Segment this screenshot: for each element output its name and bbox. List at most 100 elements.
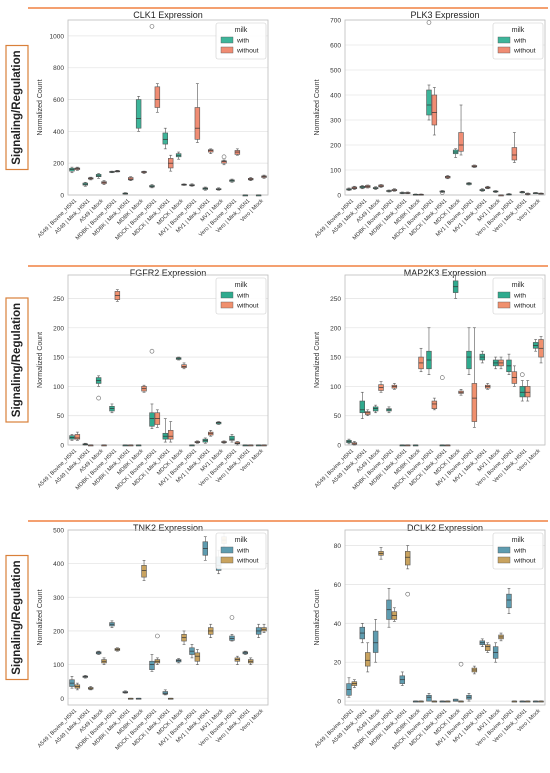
box-without-2 bbox=[88, 686, 94, 691]
box-without-11 bbox=[208, 430, 214, 437]
box-iqr bbox=[471, 383, 478, 422]
box-with-8 bbox=[162, 127, 168, 150]
box-without-10 bbox=[194, 83, 201, 143]
box-with-4 bbox=[109, 403, 115, 414]
box-without-8 bbox=[444, 444, 451, 447]
box-without-6 bbox=[141, 384, 147, 393]
legend-entry: without bbox=[236, 48, 259, 55]
outlier-point bbox=[149, 24, 155, 29]
box-without-14 bbox=[248, 444, 254, 447]
box-iqr bbox=[229, 435, 235, 441]
box-iqr bbox=[484, 644, 491, 651]
y-axis-label: Normalized Count bbox=[37, 332, 44, 388]
y-tick-label: 300 bbox=[330, 118, 341, 125]
box-with-11 bbox=[202, 536, 208, 561]
box-with-10 bbox=[189, 183, 195, 187]
box-iqr bbox=[194, 652, 201, 662]
box-with-1 bbox=[346, 438, 352, 445]
y-tick-label: 60 bbox=[334, 582, 342, 589]
box-without-3 bbox=[101, 444, 107, 447]
box-without-15 bbox=[538, 192, 544, 195]
box-without-11 bbox=[484, 383, 491, 390]
box-without-11 bbox=[208, 623, 214, 638]
section-row-2: Signaling/Regulation bbox=[5, 265, 548, 423]
box-without-8 bbox=[168, 421, 174, 443]
box-without-4 bbox=[391, 383, 398, 390]
box-with-7 bbox=[426, 327, 432, 375]
box-iqr bbox=[426, 694, 432, 702]
section-row-1: Signaling/Regulation bbox=[5, 7, 548, 171]
legend-entry: without bbox=[513, 303, 536, 310]
box-iqr bbox=[95, 174, 102, 178]
plot-frame bbox=[67, 529, 269, 706]
box-with-1 bbox=[69, 676, 75, 689]
box-without-9 bbox=[181, 183, 187, 186]
box-with-3 bbox=[372, 186, 379, 190]
section-label: Signaling/Regulation bbox=[11, 303, 23, 417]
box-without-9 bbox=[458, 389, 464, 396]
plot-frame bbox=[344, 529, 546, 706]
box-iqr bbox=[154, 86, 161, 108]
box-iqr bbox=[511, 147, 518, 161]
y-tick-label: 500 bbox=[53, 528, 64, 535]
y-tick-label: 0 bbox=[337, 443, 341, 450]
chart-title: DCLK2 Expression bbox=[407, 523, 483, 533]
box-without-4 bbox=[114, 289, 121, 302]
box-with-11 bbox=[479, 638, 485, 647]
box-without-10 bbox=[471, 665, 478, 675]
box-iqr bbox=[364, 652, 371, 667]
box-with-7 bbox=[426, 693, 432, 702]
box-with-13 bbox=[229, 434, 235, 443]
legend-swatch bbox=[220, 556, 234, 564]
box-with-3 bbox=[95, 375, 102, 387]
chart-panel-5: TNK2 Expression 0 100 200 300 400 500 Normalize… bbox=[37, 523, 269, 752]
section-label-box bbox=[5, 297, 29, 423]
y-tick-label: 20 bbox=[334, 660, 342, 667]
box-without-12 bbox=[498, 632, 504, 642]
box-without-8 bbox=[444, 700, 451, 703]
box-with-13 bbox=[506, 193, 512, 196]
box-without-8 bbox=[168, 697, 174, 700]
legend-entry: with bbox=[513, 548, 526, 555]
box-without-3 bbox=[101, 657, 107, 665]
box-with-15 bbox=[255, 194, 262, 197]
box-without-6 bbox=[141, 170, 147, 174]
outlier-point bbox=[426, 20, 432, 25]
box-without-6 bbox=[418, 347, 424, 373]
series-without bbox=[351, 327, 544, 447]
chart-title: FGFR2 Expression bbox=[130, 268, 207, 278]
chart-title: PLK3 Expression bbox=[410, 10, 479, 20]
legend: milk with without bbox=[215, 532, 267, 570]
chart-title: TNK2 Expression bbox=[133, 523, 203, 533]
box-with-12 bbox=[492, 190, 499, 193]
legend: milk with without bbox=[492, 22, 544, 60]
box-without-2 bbox=[364, 409, 371, 416]
box-without-14 bbox=[524, 700, 531, 703]
box-iqr bbox=[519, 386, 526, 398]
legend-swatch bbox=[497, 46, 511, 54]
legend-entry: with bbox=[513, 38, 526, 45]
box-with-2 bbox=[82, 181, 89, 187]
box-with-10 bbox=[466, 693, 472, 702]
section-row-3: Signaling/Regulation bbox=[5, 520, 548, 681]
y-axis-label: Normalized Count bbox=[314, 589, 321, 645]
outlier-point bbox=[405, 591, 411, 597]
legend-entry: without bbox=[236, 558, 259, 565]
y-tick-label: 200 bbox=[330, 143, 341, 150]
box-with-1 bbox=[69, 434, 75, 441]
y-tick-label: 600 bbox=[330, 43, 341, 50]
y-tick-label: 100 bbox=[53, 662, 64, 669]
legend-entry: without bbox=[513, 48, 536, 55]
box-iqr bbox=[404, 551, 411, 566]
chart-panel-6: DCLK2 Expression 0 20 40 60 80 Normalized Coun… bbox=[314, 523, 546, 752]
box-with-5 bbox=[399, 191, 405, 195]
legend-swatch bbox=[220, 291, 234, 299]
section-label: Signaling/Regulation bbox=[11, 50, 23, 164]
y-tick-label: 200 bbox=[53, 161, 64, 168]
box-with-6 bbox=[135, 697, 142, 700]
y-tick-label: 600 bbox=[53, 97, 64, 104]
box-with-14 bbox=[519, 700, 526, 703]
box-without-7 bbox=[154, 83, 161, 113]
chart-panel-4: MAP2K3 Expression 0 50 100 150 200 250 Normaliz… bbox=[314, 268, 546, 492]
box-with-4 bbox=[386, 406, 392, 414]
